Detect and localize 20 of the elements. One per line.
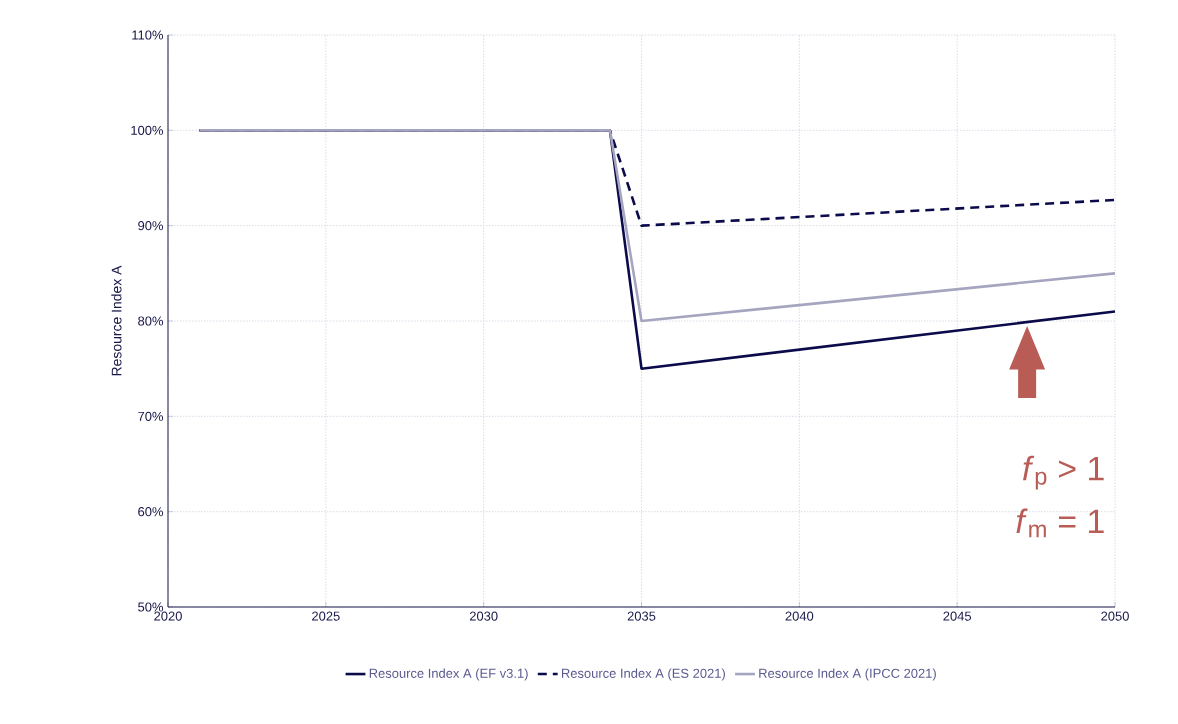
- y-tick-label: 70%: [138, 411, 164, 421]
- legend-label: Resource Index A (IPCC 2021): [759, 668, 936, 681]
- y-tick-label: 100%: [131, 125, 164, 135]
- legend-label: Resource Index A (ES 2021): [561, 668, 725, 681]
- x-tick-label: 2040: [785, 611, 814, 621]
- x-tick-label: 2035: [627, 611, 656, 621]
- legend-label: Resource Index A (EF v3.1): [369, 668, 528, 681]
- x-tick-label: 2030: [469, 611, 498, 621]
- x-tick-label: 2050: [1101, 611, 1129, 621]
- y-tick-label: 90%: [138, 221, 164, 231]
- y-axis-title: Resource Index A: [111, 265, 122, 376]
- annotation: f$_{m}$ = 1: [1016, 508, 1104, 538]
- x-tick-label: 2020: [154, 611, 182, 621]
- y-tick-label: 80%: [138, 316, 164, 326]
- x-tick-label: 2045: [943, 611, 972, 621]
- y-tick-label: 60%: [138, 507, 164, 517]
- x-tick-label: 2025: [312, 611, 340, 621]
- y-tick-label: 50%: [138, 602, 164, 612]
- annotation: f$_{p}$ > 1: [1023, 455, 1104, 490]
- y-tick-label: 110%: [132, 30, 164, 40]
